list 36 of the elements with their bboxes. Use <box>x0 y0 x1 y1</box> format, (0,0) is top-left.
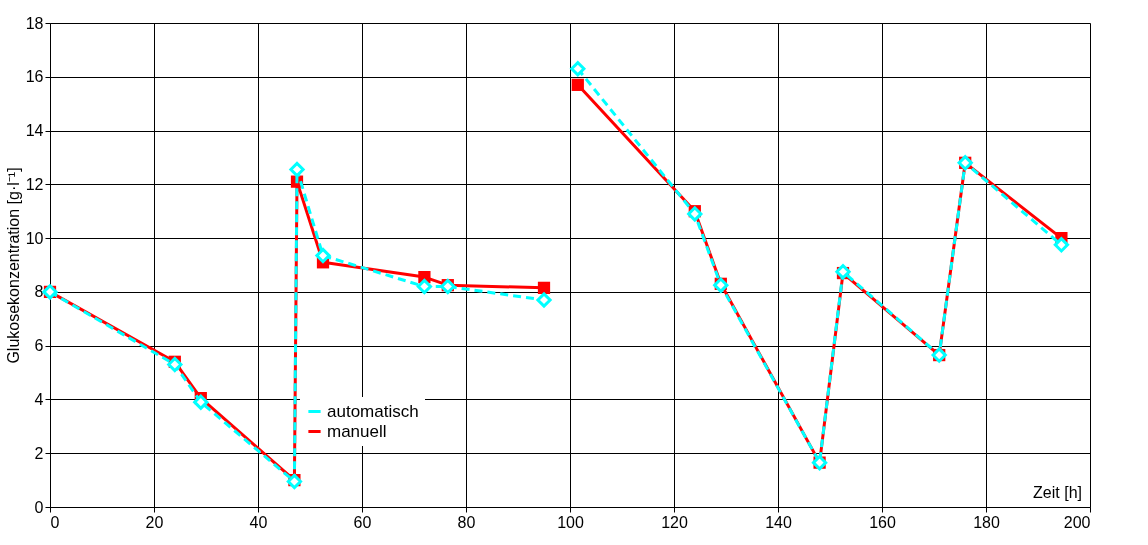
x-tick-label: 20 <box>145 513 164 531</box>
y-axis-title: Glukosekonzentration [g·l⁻¹] <box>4 167 22 364</box>
y-tick-label: 2 <box>34 444 44 462</box>
x-tick-label: 100 <box>557 513 584 531</box>
point <box>1053 237 1070 253</box>
x-axis-title: Zeit [h] <box>1033 484 1082 501</box>
x-tick-label: 200 <box>1063 513 1091 531</box>
y-tick-label: 6 <box>34 337 44 355</box>
point <box>570 61 586 77</box>
y-tick-label: 18 <box>25 14 44 32</box>
point <box>167 356 183 373</box>
point <box>687 206 703 222</box>
point <box>289 161 305 178</box>
y-tick-label: 16 <box>25 68 44 86</box>
legend-label: manuell <box>327 421 387 441</box>
y-tick-label: 12 <box>25 175 44 193</box>
y-tick-label: 14 <box>25 122 44 140</box>
x-tick-label: 60 <box>353 513 372 531</box>
x-tick-label: 120 <box>661 513 688 531</box>
point <box>571 78 584 91</box>
x-tick-label: 180 <box>973 513 1000 531</box>
legend-label: automatisch <box>327 401 419 421</box>
y-tick-label: 10 <box>25 229 44 247</box>
x-tick-label: 40 <box>249 513 268 531</box>
x-tick-label: 140 <box>765 513 792 531</box>
point <box>193 394 209 410</box>
y-tick-label: 0 <box>34 498 44 516</box>
x-tick-label: 80 <box>457 513 476 531</box>
point <box>537 281 551 294</box>
point <box>315 247 331 264</box>
y-tick-label: 4 <box>34 390 44 408</box>
point <box>416 278 433 295</box>
x-tick-label: 160 <box>869 513 896 531</box>
point <box>536 292 552 308</box>
x-tick-label: 0 <box>50 513 60 531</box>
y-tick-label: 8 <box>34 283 44 301</box>
